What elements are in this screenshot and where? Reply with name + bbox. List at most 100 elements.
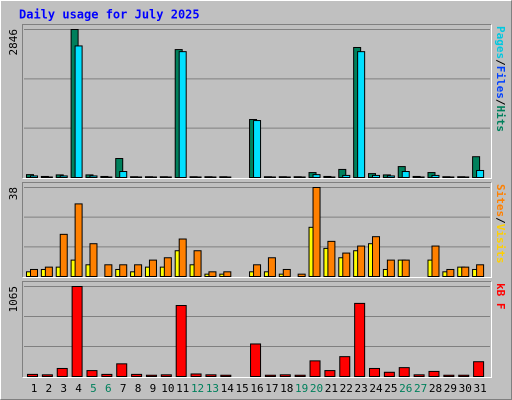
x-tick-label: 31 xyxy=(473,382,486,395)
bar xyxy=(372,236,381,277)
x-tick-label: 23 xyxy=(355,382,368,395)
legend-entry: Hits xyxy=(494,106,507,133)
x-tick-label: 19 xyxy=(295,382,308,395)
x-tick-label: 2 xyxy=(46,382,53,395)
bar xyxy=(342,252,351,278)
bar xyxy=(342,174,351,179)
bar xyxy=(253,120,262,178)
bar xyxy=(386,175,395,178)
panel-bevel xyxy=(22,281,492,378)
bar xyxy=(134,176,143,178)
bar xyxy=(145,374,157,377)
bar xyxy=(220,374,232,377)
x-tick-label: 18 xyxy=(280,382,293,395)
x-tick-label: 5 xyxy=(90,382,97,395)
x-tick-label: 17 xyxy=(265,382,278,395)
bar xyxy=(178,51,187,178)
bar xyxy=(443,374,455,377)
bar xyxy=(223,271,232,278)
bar xyxy=(267,176,276,178)
bar xyxy=(416,176,425,178)
legend-separator: / xyxy=(494,99,507,106)
x-tick-label: 6 xyxy=(105,382,112,395)
bar xyxy=(250,343,262,377)
bar xyxy=(413,374,425,377)
bar xyxy=(461,176,470,178)
x-tick-label: 25 xyxy=(384,382,397,395)
bar xyxy=(175,305,187,378)
bar xyxy=(324,370,336,377)
bar xyxy=(208,176,217,178)
x-tick-label: 24 xyxy=(369,382,383,395)
x-tick-label: 13 xyxy=(206,382,219,395)
x-tick-label: 21 xyxy=(325,382,338,395)
bar xyxy=(178,238,187,278)
bar xyxy=(297,273,306,278)
panel-bevel xyxy=(22,281,492,378)
bar xyxy=(401,171,410,179)
bar xyxy=(71,286,83,377)
bar xyxy=(148,176,157,178)
bar xyxy=(205,374,217,377)
y-tick-label: 38 xyxy=(7,187,20,200)
bar xyxy=(74,203,83,277)
panel-bevel xyxy=(22,24,492,179)
x-tick-label: 28 xyxy=(429,382,442,395)
bar xyxy=(59,175,68,178)
panel-bevel xyxy=(22,24,492,179)
y-tick-label: 2846 xyxy=(7,29,20,56)
bar xyxy=(86,370,98,377)
x-tick-label: 1 xyxy=(31,382,38,395)
bar xyxy=(279,374,291,377)
bar xyxy=(253,264,262,277)
legend-entry: Pages xyxy=(494,26,507,59)
bar xyxy=(461,266,470,278)
bar xyxy=(44,176,53,178)
bar xyxy=(193,176,202,178)
bar xyxy=(428,370,440,377)
bar xyxy=(119,264,128,277)
panel xyxy=(22,182,492,278)
bar xyxy=(312,174,321,179)
bar xyxy=(148,259,157,277)
bar xyxy=(312,187,321,277)
legend: Sites/Visits xyxy=(494,184,507,264)
bar xyxy=(398,367,410,378)
bar xyxy=(223,176,232,178)
bar xyxy=(369,367,381,378)
x-tick-label: 14 xyxy=(221,382,235,395)
legend-entry: Files xyxy=(494,66,507,99)
bar xyxy=(163,176,172,178)
bar xyxy=(44,266,53,278)
x-tick-label: 12 xyxy=(191,382,204,395)
bar xyxy=(104,264,113,277)
x-tick-label: 10 xyxy=(161,382,174,395)
bar xyxy=(357,51,366,178)
bar xyxy=(309,360,321,378)
bar xyxy=(386,259,395,277)
bar xyxy=(473,361,485,378)
bar xyxy=(354,302,366,377)
bar xyxy=(101,373,113,378)
legend: kB F xyxy=(494,283,507,310)
bar xyxy=(163,257,172,277)
bar xyxy=(193,250,202,278)
bar xyxy=(476,264,485,277)
bar xyxy=(119,171,128,179)
bar xyxy=(476,169,485,178)
bar xyxy=(134,264,143,277)
bar xyxy=(431,245,440,277)
bar xyxy=(30,268,38,278)
bar xyxy=(89,243,98,277)
legend-entry: kB F xyxy=(494,283,507,310)
bar xyxy=(208,271,217,278)
legend: Pages/Files/Hits xyxy=(494,26,507,132)
bar xyxy=(339,356,351,377)
bar xyxy=(282,268,291,278)
bar xyxy=(446,268,455,278)
bar xyxy=(327,176,336,178)
chart-title: Daily usage for July 2025 xyxy=(19,8,200,22)
bar xyxy=(59,233,68,277)
